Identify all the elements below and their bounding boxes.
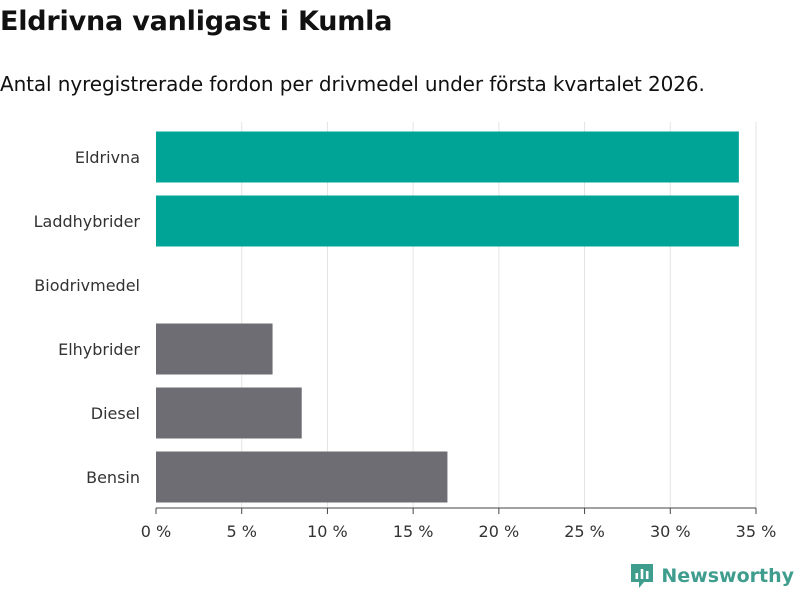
category-label: Laddhybrider <box>34 212 141 231</box>
category-label: Elhybrider <box>58 340 140 359</box>
x-tick-label: 0 % <box>141 522 171 541</box>
category-label: Eldrivna <box>75 148 140 167</box>
category-label: Diesel <box>91 404 140 423</box>
bar[interactable] <box>156 451 448 503</box>
x-tick-label: 20 % <box>479 522 520 541</box>
category-label: Bensin <box>86 468 140 487</box>
chart-subtitle: Antal nyregistrerade fordon per drivmede… <box>0 72 705 96</box>
x-tick-label: 5 % <box>226 522 256 541</box>
category-label: Biodrivmedel <box>34 276 140 295</box>
bar[interactable] <box>156 131 739 183</box>
x-tick-label: 15 % <box>393 522 434 541</box>
newsworthy-logo-icon <box>631 564 654 588</box>
x-tick-label: 35 % <box>736 522 777 541</box>
x-tick-label: 10 % <box>307 522 348 541</box>
bar[interactable] <box>156 387 302 439</box>
bars <box>156 131 739 503</box>
category-labels: Eldrivna Laddhybrider Biodrivmedel Elhybrid… <box>34 148 141 487</box>
x-axis: 0 % 5 % 10 % 15 % 20 % 25 % 30 % 35 % <box>141 507 777 541</box>
chart-title: Eldrivna vanligast i Kumla <box>0 6 393 37</box>
x-tick-label: 30 % <box>650 522 691 541</box>
bar[interactable] <box>156 195 739 247</box>
newsworthy-brand[interactable]: Newsworthy <box>629 562 794 590</box>
brand-name: Newsworthy <box>661 565 794 587</box>
bar[interactable] <box>156 323 273 375</box>
gridlines <box>241 122 757 508</box>
x-tick-label: 25 % <box>564 522 605 541</box>
